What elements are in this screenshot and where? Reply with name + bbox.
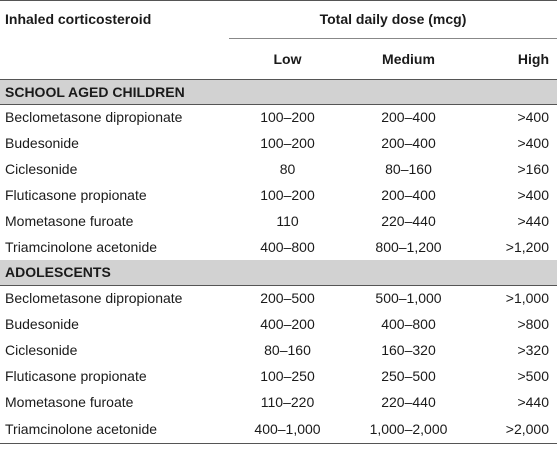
high-dose-cell: >2,000 xyxy=(505,420,549,437)
low-dose-cell: 400–200 xyxy=(260,316,315,332)
high-dose-cell: >440 xyxy=(517,213,549,229)
drug-name-cell: Budesonide xyxy=(5,316,79,332)
low-dose-cell: 80 xyxy=(279,161,296,177)
high-dose-cell: >1,000 xyxy=(505,290,549,307)
medium-dose-cell: 500–1,000 xyxy=(375,290,442,307)
medium-dose-cell: 220–440 xyxy=(381,213,436,229)
high-dose-cell: >500 xyxy=(517,368,549,384)
drug-name-cell: Mometasone furoate xyxy=(5,394,134,410)
drug-name-cell: Ciclesonide xyxy=(5,161,78,177)
low-dose-cell: 100–200 xyxy=(260,109,315,126)
high-dose-cell: >440 xyxy=(517,394,549,410)
drug-name-cell: Beclometasone dipropionate xyxy=(5,109,183,126)
drug-name-cell: Mometasone furoate xyxy=(5,213,134,229)
table-row: Beclometasone dipropionate 100–200 200–400… xyxy=(0,104,557,130)
total-dose-header: Total daily dose (mcg) xyxy=(229,0,557,39)
drug-name-cell: Triamcinolone acetonide xyxy=(5,420,158,437)
low-dose-cell: 100–200 xyxy=(260,135,315,151)
medium-header: Medium xyxy=(382,50,435,67)
medium-dose-cell: 200–400 xyxy=(381,135,436,151)
drug-name-cell: Fluticasone propionate xyxy=(5,187,147,203)
table-row: Triamcinolone acetonide 400–1,000 1,000–2,… xyxy=(0,415,557,443)
drug-name-cell: Triamcinolone acetonide xyxy=(5,239,158,255)
medium-dose-cell: 200–400 xyxy=(381,109,436,126)
high-dose-cell: >400 xyxy=(517,109,549,126)
drug-name-cell: Fluticasone propionate xyxy=(5,368,147,384)
drug-name-cell: Budesonide xyxy=(5,135,79,151)
table-row: Mometasone furoate 110–220 220–440 >440 xyxy=(0,389,557,415)
header-row-1: Inhaled corticosteroid Total daily dose … xyxy=(0,0,557,39)
table-row: Fluticasone propionate 100–250 250–500 >500 xyxy=(0,363,557,389)
low-dose-cell: 400–1,000 xyxy=(254,420,321,437)
medium-dose-cell: 400–800 xyxy=(381,316,436,332)
low-dose-cell: 200–500 xyxy=(260,290,315,307)
corticosteroid-header: Inhaled corticosteroid xyxy=(5,11,152,27)
low-dose-cell: 110–220 xyxy=(260,394,315,410)
table-row: Beclometasone dipropionate 200–500 500–1,0… xyxy=(0,285,557,311)
high-dose-cell: >320 xyxy=(517,342,549,358)
high-dose-cell: >160 xyxy=(517,161,549,177)
low-dose-cell: 80–160 xyxy=(264,342,311,358)
high-dose-cell: >400 xyxy=(517,135,549,151)
table-top-rule xyxy=(0,0,557,1)
high-dose-cell: >400 xyxy=(517,187,549,203)
section-header-row: ADOLESCENTS xyxy=(0,260,557,285)
low-dose-cell: 110 xyxy=(276,213,299,229)
table-row: Triamcinolone acetonide 400–800 800–1,200 >… xyxy=(0,234,557,260)
section-title: SCHOOL AGED CHILDREN xyxy=(5,83,185,100)
medium-dose-cell: 800–1,200 xyxy=(375,239,442,255)
medium-dose-cell: 160–320 xyxy=(381,342,436,358)
section-header-row: SCHOOL AGED CHILDREN xyxy=(0,79,557,104)
medium-dose-cell: 220–440 xyxy=(381,394,436,410)
medium-dose-cell: 1,000–2,000 xyxy=(369,420,448,437)
table-row: Fluticasone propionate 100–200 200–400 >400 xyxy=(0,182,557,208)
section-title: ADOLESCENTS xyxy=(5,264,111,281)
high-header: High xyxy=(517,50,549,67)
drug-name-cell: Beclometasone dipropionate xyxy=(5,290,183,307)
medium-dose-cell: 200–400 xyxy=(381,187,436,203)
high-dose-cell: >1,200 xyxy=(505,239,549,255)
table-body: SCHOOL AGED CHILDREN Beclometasone diprop… xyxy=(0,79,557,443)
table-row: Mometasone furoate 110 220–440 >440 xyxy=(0,208,557,234)
low-dose-cell: 100–200 xyxy=(260,187,315,203)
table-row: Budesonide 100–200 200–400 >400 xyxy=(0,130,557,156)
medium-dose-cell: 250–500 xyxy=(381,368,436,384)
header-row-2: Low Medium High xyxy=(0,38,557,79)
high-dose-cell: >800 xyxy=(517,316,549,332)
blank-header-cell xyxy=(0,38,229,79)
table-row: Ciclesonide 80–160 160–320 >320 xyxy=(0,337,557,363)
table-row: Ciclesonide 80 80–160 >160 xyxy=(0,156,557,182)
drug-name-cell: Ciclesonide xyxy=(5,342,78,358)
table-row: Budesonide 400–200 400–800 >800 xyxy=(0,311,557,337)
medium-dose-cell: 80–160 xyxy=(385,161,432,177)
low-dose-cell: 400–800 xyxy=(260,239,315,255)
low-header: Low xyxy=(273,50,302,67)
low-dose-cell: 100–250 xyxy=(260,368,315,384)
ics-dose-table: Inhaled corticosteroid Total daily dose … xyxy=(0,0,557,443)
